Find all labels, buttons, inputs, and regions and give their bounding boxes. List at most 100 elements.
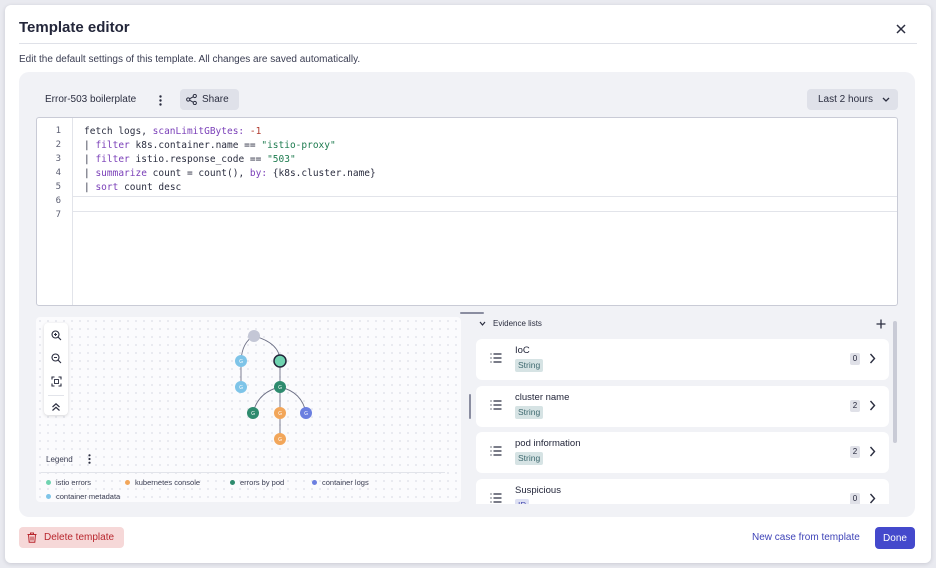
code-token: {k8s.cluster.name} <box>267 168 376 179</box>
code-token: | <box>84 168 96 179</box>
legend-title: Legend <box>46 455 73 464</box>
share-button[interactable]: Share <box>180 89 239 110</box>
timeframe-label: Last 2 hours <box>818 94 874 105</box>
evidence-list-item[interactable]: IoC String 0 <box>476 339 889 380</box>
graph-node-kubernetes-console-2[interactable]: G <box>274 433 286 445</box>
zoom-out-icon <box>50 352 61 363</box>
legend-swatch <box>46 494 51 499</box>
evidence-count-badge: 0 <box>850 353 860 365</box>
code-token: | <box>84 154 96 165</box>
code-token: k8s.container.name == <box>129 140 262 151</box>
chevron-right-icon <box>869 446 876 457</box>
graph-node-kubernetes-console-1[interactable]: G <box>274 407 286 419</box>
chevron-down-icon <box>479 321 486 326</box>
legend-item-label: container metadata <box>56 492 121 501</box>
share-icon <box>186 94 197 105</box>
code-token: | <box>84 140 96 151</box>
graph-node-root[interactable] <box>248 330 260 342</box>
graph-node-errors-by-pod-1[interactable]: G <box>274 381 286 393</box>
fit-view-button[interactable] <box>44 371 68 391</box>
list-icon <box>490 400 502 410</box>
zoom-toolbar-divider <box>48 395 64 396</box>
done-button[interactable]: Done <box>875 527 915 549</box>
horizontal-resize-handle[interactable] <box>460 312 484 314</box>
timeframe-selector[interactable]: Last 2 hours <box>807 89 898 110</box>
code-token: filter <box>95 154 130 165</box>
collapse-graph-button[interactable] <box>44 397 68 417</box>
new-case-from-template-button[interactable]: New case from template <box>752 532 860 543</box>
legend-item: kubernetes console <box>125 478 200 487</box>
evidence-scrollbar[interactable] <box>893 321 897 443</box>
active-line-highlight <box>73 196 897 212</box>
code-token: -1 <box>249 126 262 137</box>
graph-node-container-metadata-1[interactable]: G <box>235 355 247 367</box>
evidence-lists-toggle[interactable]: Evidence lists <box>479 319 542 328</box>
close-button[interactable] <box>891 19 911 39</box>
graph-node-container-metadata-2[interactable]: G <box>235 381 247 393</box>
evidence-list-item[interactable]: cluster name String 2 <box>476 386 889 427</box>
legend-item: istio errors <box>46 478 91 487</box>
code-token: scanLimitGBytes: <box>152 126 245 137</box>
zoom-out-button[interactable] <box>44 348 68 368</box>
legend-item-label: kubernetes console <box>135 478 201 487</box>
evidence-list-title: Suspicious <box>515 485 561 496</box>
code-line[interactable]: | filter k8s.container.name == "istio-pr… <box>84 140 336 151</box>
graph-node-selected[interactable] <box>273 354 287 368</box>
vertical-resize-handle[interactable] <box>469 394 471 419</box>
graph-zoom-toolbar <box>44 323 68 415</box>
code-token: filter <box>95 140 130 151</box>
evidence-type-badge: String <box>515 452 544 465</box>
chevron-right-icon <box>869 493 876 504</box>
add-evidence-list-button[interactable] <box>874 317 888 331</box>
template-editor-dialog: Template editor Edit the default setting… <box>5 5 931 563</box>
template-name: Error-503 boilerplate <box>45 94 137 105</box>
line-number: 5 <box>55 182 61 192</box>
legend-item: container metadata <box>46 492 120 501</box>
legend-item-label: istio errors <box>56 478 92 487</box>
investigation-graph[interactable]: G G G G G G G <box>36 317 461 502</box>
legend-menu-button[interactable] <box>84 452 94 466</box>
legend-item-label: container logs <box>322 478 369 487</box>
evidence-list-title: pod information <box>515 438 581 449</box>
code-line[interactable]: | summarize count = count(), by: {k8s.cl… <box>84 168 376 179</box>
code-line[interactable]: | filter istio.response_code == "503" <box>84 154 296 165</box>
graph-canvas[interactable]: G G G G G G G <box>36 317 461 447</box>
svg-text:G: G <box>304 411 308 417</box>
more-vertical-icon <box>87 454 91 464</box>
graph-node-errors-by-pod-2[interactable]: G <box>247 407 259 419</box>
evidence-list-item[interactable]: Suspicious IP 0 <box>476 479 889 504</box>
line-number: 6 <box>55 196 61 206</box>
code-token: "istio-proxy" <box>261 140 336 151</box>
list-icon <box>490 446 502 456</box>
graph-node-container-logs[interactable]: G <box>300 407 312 419</box>
line-number-gutter: 1 2 3 4 5 6 7 <box>37 118 73 305</box>
line-number: 2 <box>55 140 61 150</box>
plus-icon <box>876 319 886 329</box>
delete-template-button[interactable]: Delete template <box>19 527 124 548</box>
code-token: fetch logs, <box>84 126 153 137</box>
evidence-count-badge: 2 <box>850 400 860 412</box>
template-menu-button[interactable] <box>153 92 167 108</box>
line-number: 4 <box>55 168 61 178</box>
line-number: 3 <box>55 154 61 164</box>
code-token: istio.response_code == <box>129 154 268 165</box>
code-token: sort <box>95 182 119 193</box>
code-token: | <box>84 182 96 193</box>
evidence-count-badge: 0 <box>850 493 860 504</box>
evidence-list-item[interactable]: pod information String 2 <box>476 432 889 473</box>
evidence-list-title: IoC <box>515 345 530 356</box>
legend-item: errors by pod <box>230 478 284 487</box>
query-editor[interactable]: 1 2 3 4 5 6 7 fetch logs, scanLimitGBytes: -1 |… <box>36 117 898 306</box>
delete-template-label: Delete template <box>44 532 115 543</box>
svg-text:G: G <box>278 385 282 391</box>
code-line[interactable]: | sort count desc <box>84 182 181 193</box>
chevron-right-icon <box>869 353 876 364</box>
code-line[interactable]: fetch logs, scanLimitGBytes: -1 <box>84 126 261 137</box>
double-chevron-up-icon <box>52 402 60 411</box>
zoom-in-button[interactable] <box>44 325 68 345</box>
evidence-count-badge: 2 <box>850 446 860 458</box>
code-token: count = count(), <box>146 168 250 179</box>
evidence-type-badge: String <box>515 359 544 372</box>
evidence-lists-title: Evidence lists <box>493 319 542 328</box>
evidence-type-badge: String <box>515 406 544 419</box>
